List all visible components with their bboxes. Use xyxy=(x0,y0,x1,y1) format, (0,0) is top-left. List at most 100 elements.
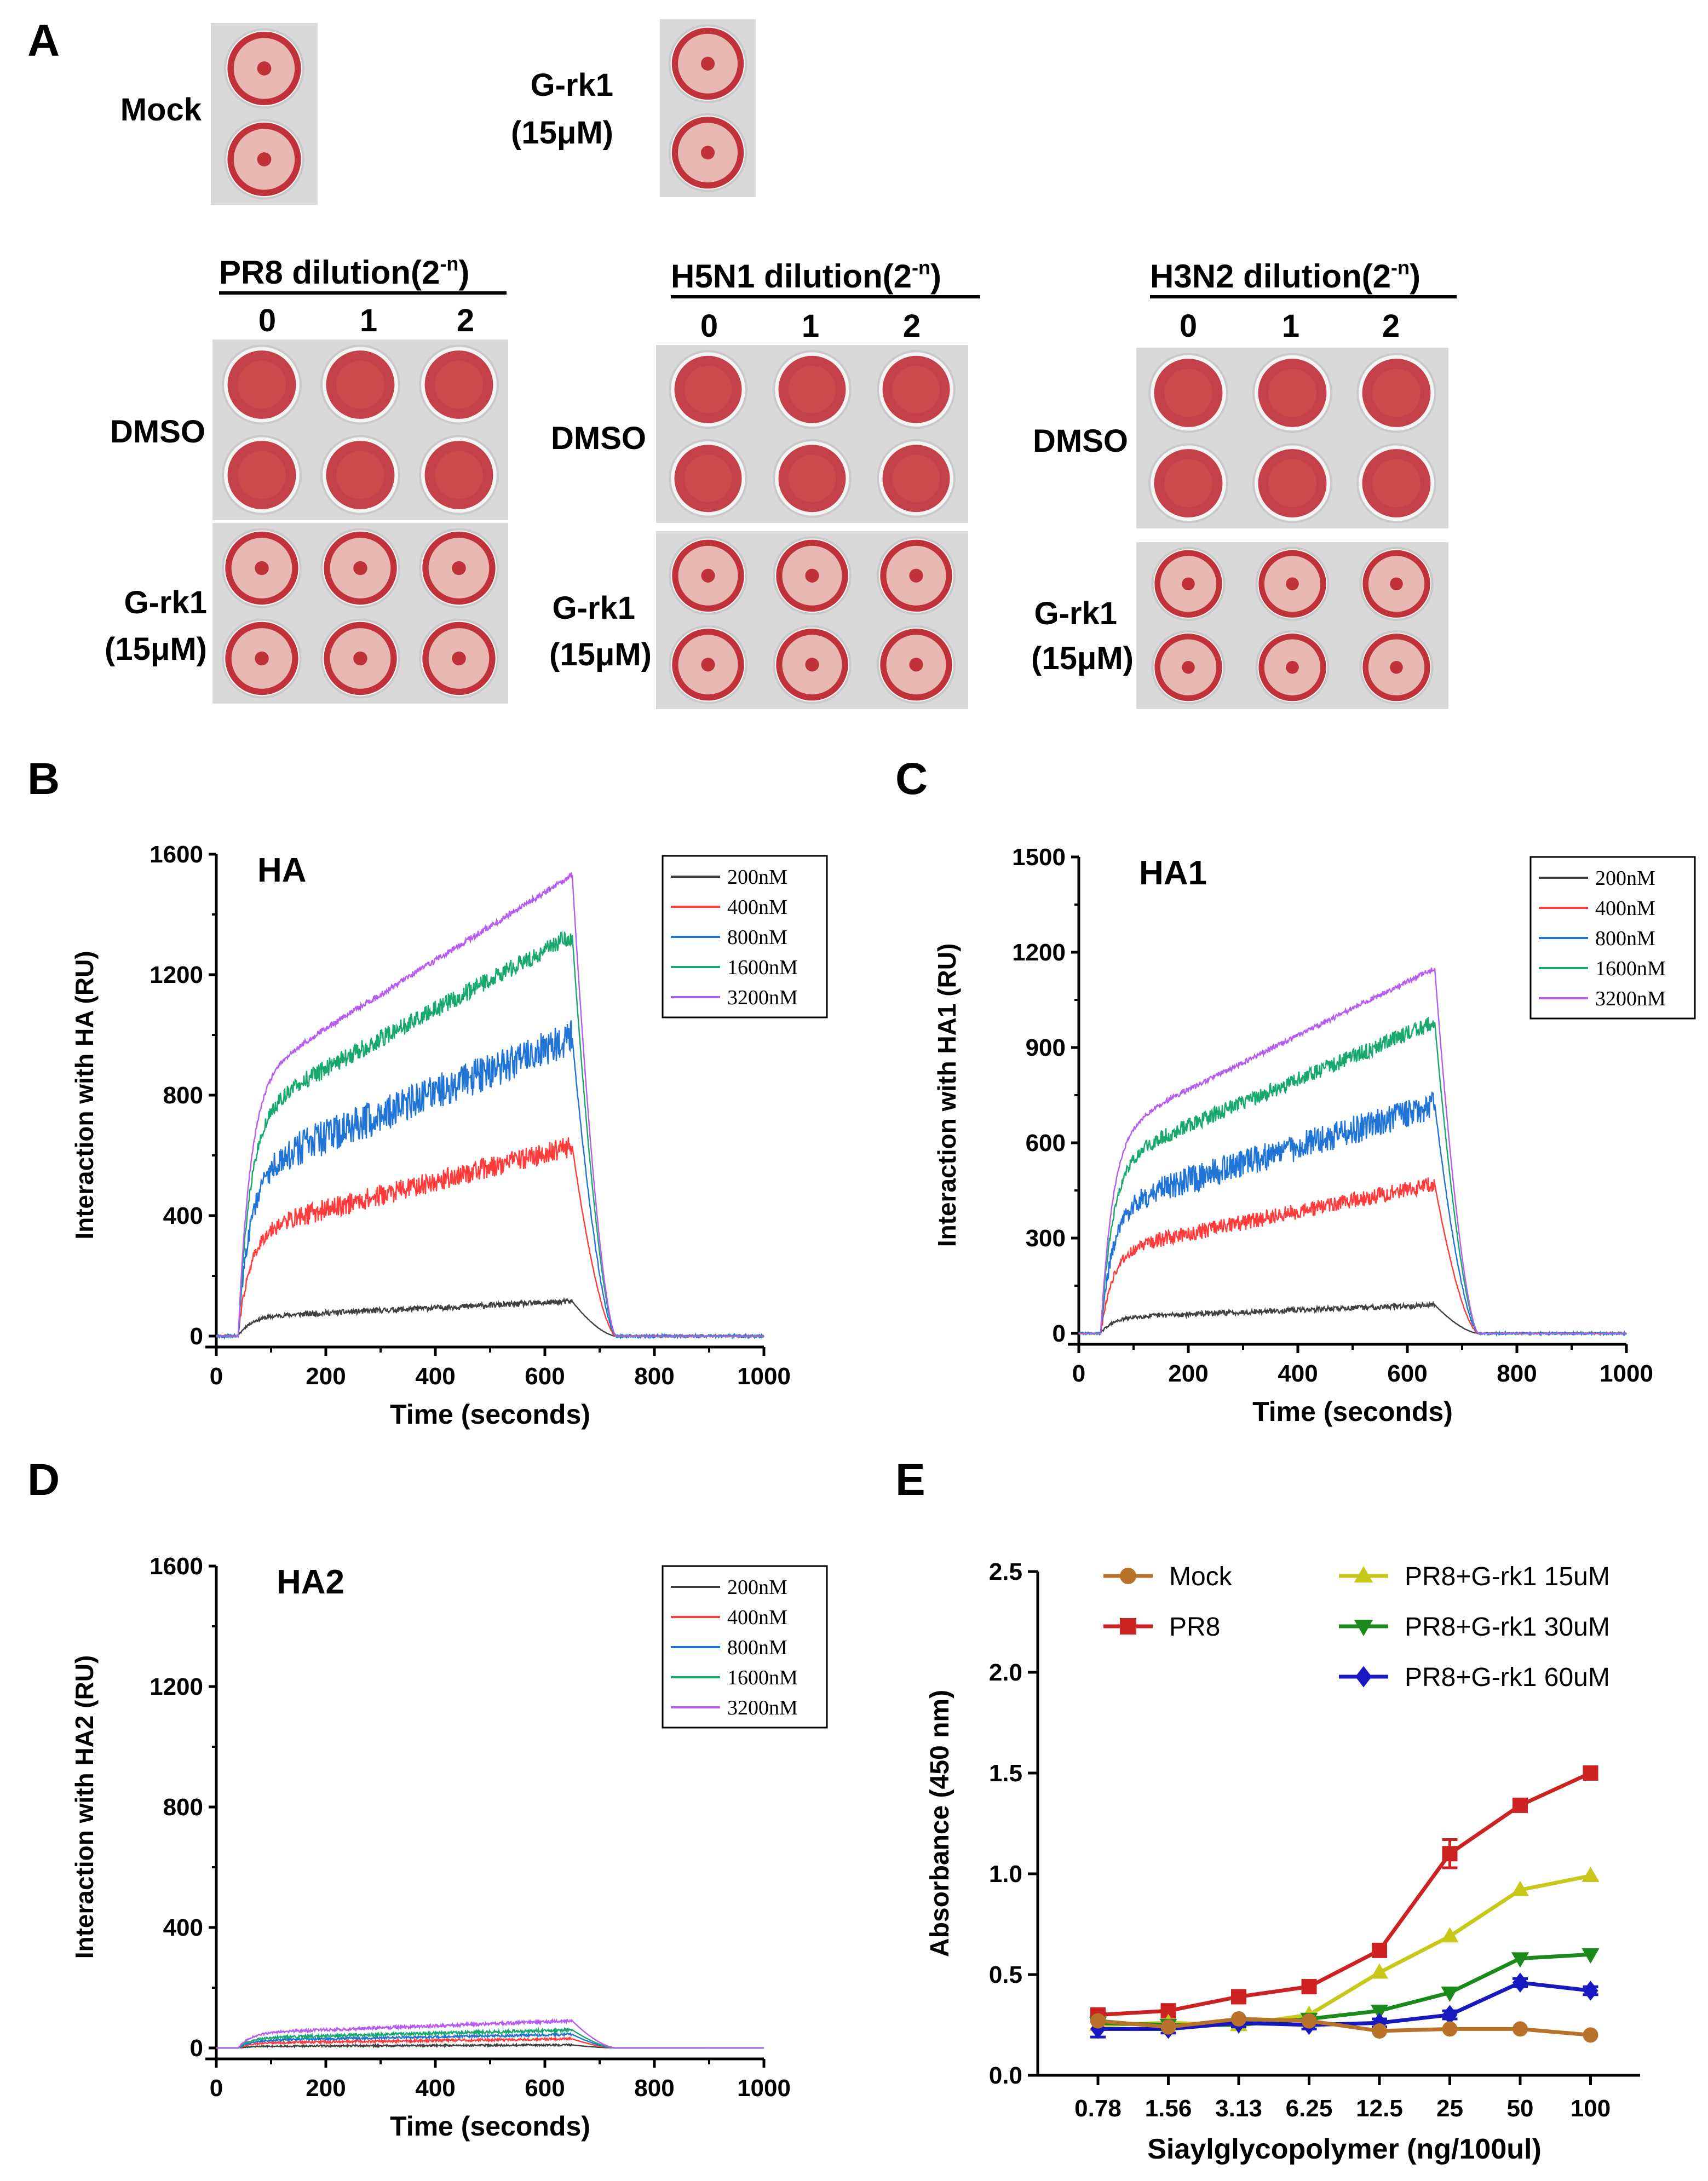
y-tick-label: 0.0 xyxy=(989,2062,1022,2089)
h5n1-dmso-label: DMSO xyxy=(551,421,646,456)
legend-label: Mock xyxy=(1169,1562,1233,1591)
x-tick-label: 12.5 xyxy=(1356,2095,1403,2122)
data-point-Mock xyxy=(1372,2023,1387,2039)
y-tick-label: 1500 xyxy=(1012,844,1066,871)
y-axis-label: Interaction with HA1 (RU) xyxy=(933,943,961,1247)
h5n1-grk1-label: G-rk1 xyxy=(552,590,635,626)
pr8-grk1-sublabel: (15μM) xyxy=(105,631,207,667)
h3n2-grk1-well xyxy=(1359,630,1434,705)
pr8-dmso-well xyxy=(222,344,302,425)
x-tick-label: 800 xyxy=(634,2075,674,2102)
h3n2-col-2: 2 xyxy=(1382,308,1400,344)
pr8-grk1-well xyxy=(222,528,302,608)
h5n1-col-2: 2 xyxy=(903,308,921,344)
data-point-Mock xyxy=(1090,2013,1106,2029)
pr8-grk1-well xyxy=(320,528,400,608)
x-tick-label: 200 xyxy=(306,2075,346,2102)
grk1-top-plate xyxy=(660,19,756,197)
h3n2-dmso-well xyxy=(1252,443,1332,523)
x-tick-label: 0 xyxy=(210,1363,223,1390)
h3n2-grk1-well xyxy=(1255,546,1330,621)
y-tick-label: 600 xyxy=(1026,1130,1066,1156)
chart-e-elisa: 0.0 0.5 1.0 1.5 2.0 2.5 0.78 1.56 3.13 6.25 12.5 25… xyxy=(925,1558,1640,2165)
pr8-col-2: 2 xyxy=(457,303,474,338)
pr8-dmso-well xyxy=(419,435,499,515)
legend-label: PR8+G-rk1 30uM xyxy=(1405,1613,1610,1642)
grk1-top-sublabel: (15μM) xyxy=(511,115,613,151)
h3n2-grk1-label: G-rk1 xyxy=(1034,596,1117,631)
legend-marker xyxy=(1355,1666,1372,1688)
x-tick-label: 1.56 xyxy=(1145,2095,1192,2122)
series-line-PR8+G-rk1 60uM xyxy=(1098,1981,1591,2031)
x-tick-label: 400 xyxy=(415,1363,455,1390)
y-tick-label: 0 xyxy=(1053,1320,1066,1347)
x-tick-label: 1000 xyxy=(1600,1360,1653,1387)
legend-marker xyxy=(1120,1618,1136,1635)
legend-label: PR8+G-rk1 60uM xyxy=(1405,1663,1610,1692)
chart-b-ha: 0 400 800 1200 1600 0 200 400 600 800 1000 Time (se… xyxy=(70,841,828,1430)
y-tick-label: 0 xyxy=(190,2035,203,2062)
legend-label: 200nM xyxy=(1595,867,1655,890)
data-point-PR8 xyxy=(1442,1846,1458,1862)
chart-c-ha1: 0 300 600 900 1200 1500 0 200 400 600 800 1000 Time … xyxy=(933,844,1696,1427)
data-point-Mock xyxy=(1231,2011,1246,2027)
pr8-col-0: 0 xyxy=(258,303,276,338)
chart-d-ha2: 0 400 800 1200 1600 0 200 400 600 800 1000 Time (se… xyxy=(70,1553,828,2142)
h5n1-dmso-plate xyxy=(656,345,968,523)
panel-label-d: D xyxy=(27,1455,60,1505)
x-axis-label: Siaylglycopolymer (ng/100ul) xyxy=(1147,2133,1542,2165)
data-point-PR8 xyxy=(1513,1797,1528,1813)
grk1-top-well xyxy=(668,113,747,192)
x-axis-label: Time (seconds) xyxy=(390,1399,590,1430)
x-tick-label: 200 xyxy=(306,1363,346,1390)
mock-label: Mock xyxy=(120,92,202,128)
h3n2-dmso-well xyxy=(1148,353,1228,433)
x-tick-label: 1000 xyxy=(737,2075,791,2102)
legend-label: 3200nM xyxy=(1595,987,1666,1010)
legend-label: 1600nM xyxy=(727,1666,798,1689)
mock-well xyxy=(224,119,304,200)
h5n1-grk1-well xyxy=(669,625,747,704)
pr8-dmso-well xyxy=(320,435,400,515)
grk1-top-label: G-rk1 xyxy=(530,67,613,103)
data-point-Mock xyxy=(1160,2019,1176,2035)
data-point-PR8+G-rk1 15uM xyxy=(1511,1880,1529,1896)
x-tick-label: 800 xyxy=(634,1363,674,1390)
y-tick-label: 0 xyxy=(190,1323,203,1350)
data-point-PR8+G-rk1 60uM xyxy=(1442,2005,1458,2025)
pr8-dmso-label: DMSO xyxy=(110,414,205,450)
h3n2-dmso-well xyxy=(1356,443,1436,523)
x-tick-label: 6.25 xyxy=(1286,2095,1333,2122)
h5n1-dmso-well xyxy=(669,350,747,429)
h3n2-grk1-well xyxy=(1359,546,1434,621)
x-tick-label: 400 xyxy=(1278,1360,1318,1387)
h5n1-dmso-well xyxy=(773,350,852,429)
series-line-3200nM xyxy=(1078,968,1627,1334)
data-point-PR8+G-rk1 30uM xyxy=(1582,1948,1600,1964)
y-tick-label: 1200 xyxy=(149,1673,203,1700)
y-tick-label: 2.0 xyxy=(989,1659,1022,1686)
h5n1-grk1-sublabel: (15μM) xyxy=(549,637,652,672)
legend-label: 1600nM xyxy=(727,956,798,979)
legend-marker xyxy=(1354,1620,1373,1636)
data-point-PR8+G-rk1 60uM xyxy=(1513,1972,1528,1993)
y-tick-label: 2.5 xyxy=(989,1558,1022,1585)
data-point-PR8 xyxy=(1301,1979,1317,1995)
mock-plate xyxy=(211,23,318,205)
h3n2-dmso-well xyxy=(1252,353,1332,433)
data-point-PR8+G-rk1 15uM xyxy=(1370,1963,1389,1979)
y-tick-label: 300 xyxy=(1026,1225,1066,1252)
legend-label: 3200nM xyxy=(727,1696,798,1719)
x-tick-label: 0 xyxy=(210,2075,223,2102)
legend-marker xyxy=(1120,1568,1136,1584)
x-tick-label: 600 xyxy=(525,1363,565,1390)
data-point-PR8+G-rk1 30uM xyxy=(1511,1952,1529,1968)
h5n1-grk1-well xyxy=(877,536,956,615)
data-point-PR8+G-rk1 15uM xyxy=(1582,1866,1600,1882)
h3n2-group-title: H3N2 dilution(2-n) xyxy=(1150,256,1421,295)
legend-label: 800nM xyxy=(727,1636,787,1659)
data-point-Mock xyxy=(1583,2027,1598,2043)
h3n2-col-0: 0 xyxy=(1180,308,1197,344)
y-tick-label: 400 xyxy=(163,1202,203,1229)
